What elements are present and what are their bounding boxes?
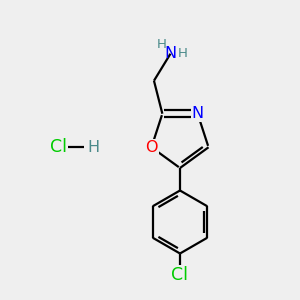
- Text: H: H: [157, 38, 167, 51]
- Text: Cl: Cl: [50, 138, 67, 156]
- Text: H: H: [87, 140, 99, 154]
- Text: O: O: [145, 140, 158, 155]
- Text: Cl: Cl: [172, 266, 188, 284]
- Text: H: H: [178, 47, 188, 60]
- Text: N: N: [192, 106, 204, 121]
- Text: N: N: [164, 46, 176, 61]
